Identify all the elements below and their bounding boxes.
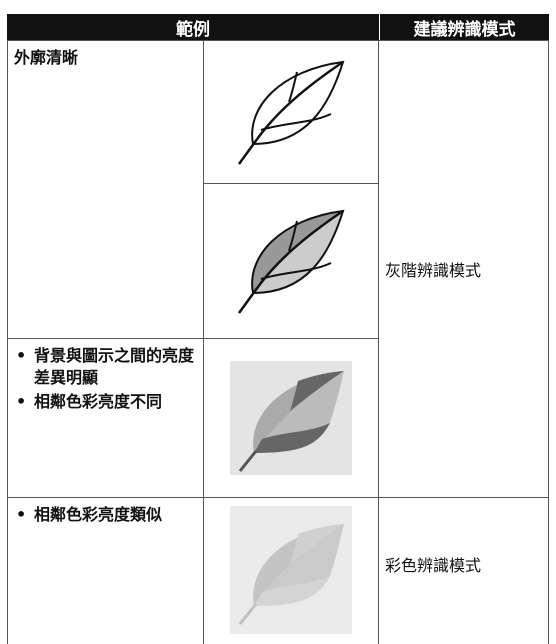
mode: 灰階辨識模式 [385, 261, 482, 280]
image-cell [203, 338, 379, 498]
header-cell: 範例 [7, 14, 379, 41]
bullet: 背景與圖示之間的亮度差異明顯 [16, 345, 195, 389]
bullet: 相鄰色彩亮度不同 [16, 391, 195, 413]
description-cell: 背景與圖示之間的亮度差異明顯 相鄰色彩亮度不同 [7, 338, 204, 498]
leaf-similar [230, 506, 352, 634]
image-cell [203, 497, 379, 644]
description-cell: 相鄰色彩亮度類似 [7, 497, 204, 644]
bullet: 相鄰色彩亮度類似 [16, 504, 195, 526]
bullet-list: 相鄰色彩亮度類似 [14, 504, 195, 526]
leaf-outline [237, 60, 345, 165]
bullet-list: 背景與圖示之間的亮度差異明顯 相鄰色彩亮度不同 [14, 345, 195, 413]
header-cell: 建議辨識模式 [380, 14, 549, 41]
mode: 彩色辨識模式 [385, 556, 482, 575]
description-cell: 外廓清晰 [7, 40, 204, 339]
mode-cell: 灰階辨識模式 [378, 40, 549, 498]
description: 外廓清晰 [14, 48, 79, 67]
image-cell [203, 40, 379, 184]
mode-cell: 彩色辨識模式 [378, 497, 549, 644]
leaf-contrast [230, 361, 352, 475]
image-cell [203, 183, 379, 339]
leaf-gray [237, 209, 345, 314]
